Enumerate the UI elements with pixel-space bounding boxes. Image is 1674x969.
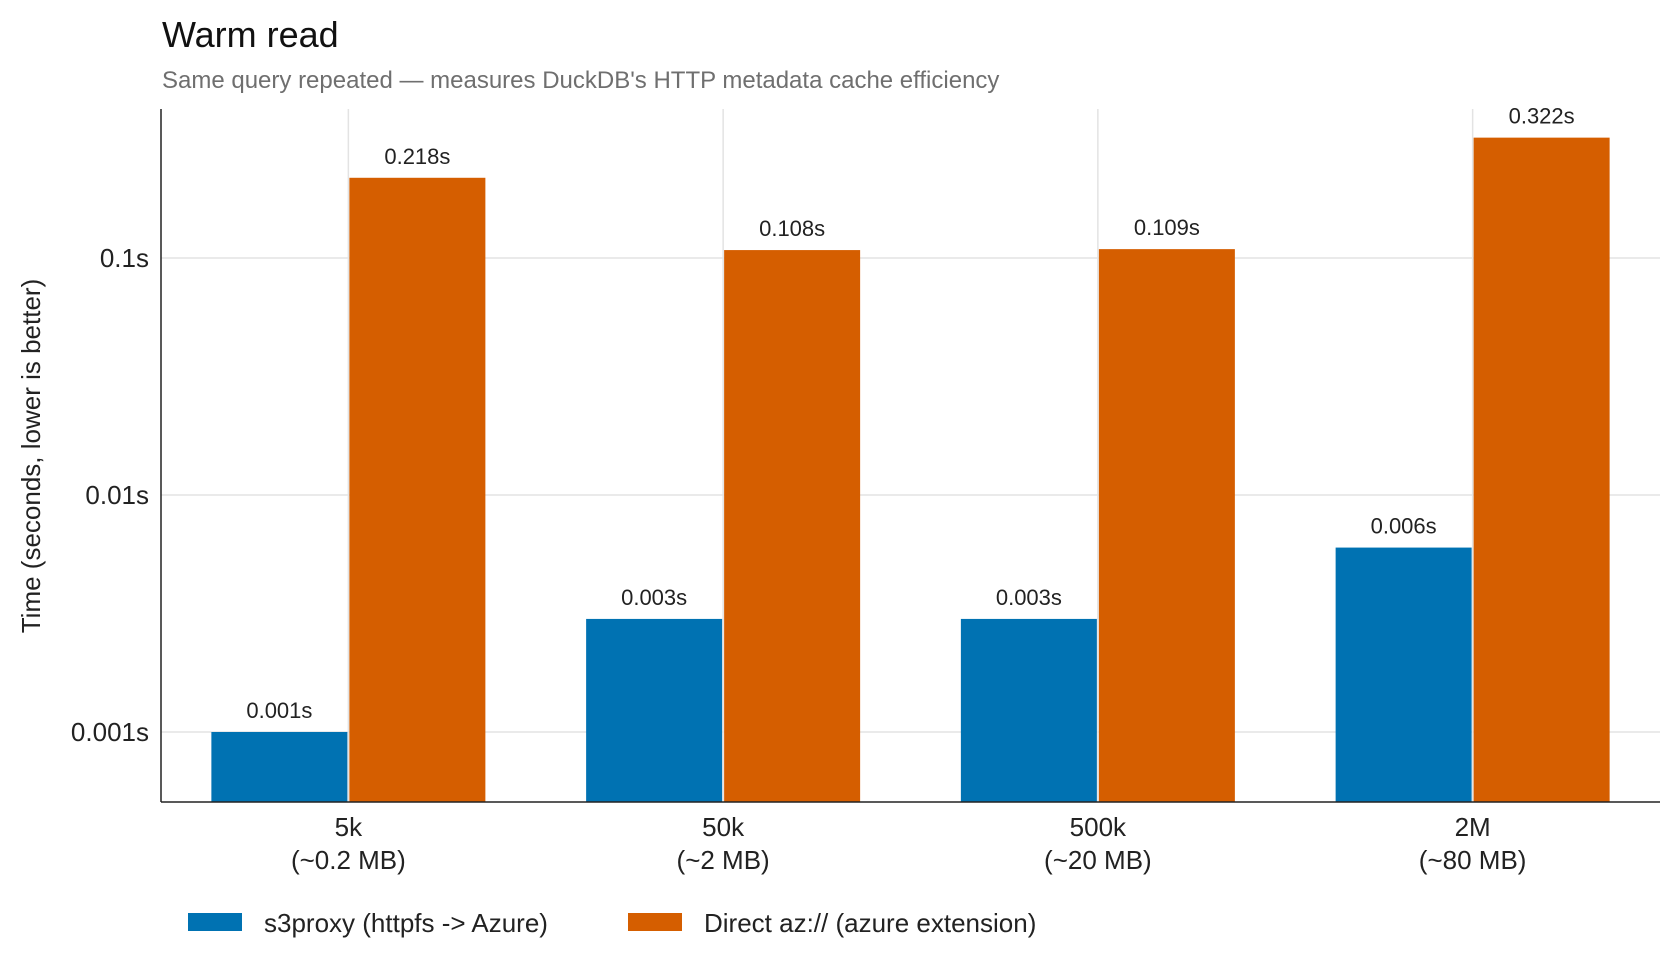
x-tick-label: 2M: [1455, 812, 1491, 842]
data-label: 0.003s: [621, 585, 687, 610]
x-tick-label: 5k: [335, 812, 363, 842]
x-tick-sublabel: (~80 MB): [1419, 845, 1527, 875]
y-tick-labels: 0.001s 0.01s 0.1s: [71, 243, 149, 747]
data-label: 0.006s: [1371, 514, 1437, 539]
legend-label: Direct az:// (azure extension): [704, 908, 1036, 938]
x-tick-sublabel: (~2 MB): [677, 845, 770, 875]
legend-swatch: [628, 913, 682, 931]
legend-label: s3proxy (httpfs -> Azure): [264, 908, 548, 938]
bar-s3proxy-0: [211, 732, 348, 802]
x-tick-sublabel: (~0.2 MB): [291, 845, 406, 875]
y-tick-label: 0.1s: [100, 243, 149, 273]
bar-direct-az-2: [1098, 249, 1235, 803]
axes: [160, 109, 1660, 803]
data-label: 0.109s: [1134, 215, 1200, 240]
x-tick-label: 50k: [702, 812, 745, 842]
chart-title: Warm read: [162, 14, 339, 55]
bar-s3proxy-1: [586, 618, 723, 802]
data-label: 0.218s: [384, 144, 450, 169]
data-label: 0.003s: [996, 585, 1062, 610]
x-tick-label: 500k: [1070, 812, 1127, 842]
y-tick-label: 0.01s: [85, 480, 149, 510]
data-label: 0.108s: [759, 216, 825, 241]
bar-direct-az-0: [349, 177, 486, 802]
legend: s3proxy (httpfs -> Azure) Direct az:// (a…: [188, 908, 1036, 938]
x-tick-sublabel: (~20 MB): [1044, 845, 1152, 875]
bars: [211, 137, 1610, 803]
legend-swatch: [188, 913, 242, 931]
data-labels: 0.001s 0.218s 0.003s 0.108s 0.003s 0.109s 0.00…: [246, 104, 1574, 723]
y-axis-label: Time (seconds, lower is better): [16, 279, 46, 633]
chart-subtitle: Same query repeated — measures DuckDB's …: [162, 67, 999, 94]
bar-direct-az-3: [1473, 137, 1610, 802]
bar-direct-az-1: [724, 250, 861, 803]
y-tick-label: 0.001s: [71, 717, 149, 747]
data-label: 0.001s: [246, 698, 312, 723]
bar-s3proxy-3: [1335, 547, 1472, 802]
x-tick-labels: 5k(~0.2 MB) 50k(~2 MB) 500k(~20 MB) 2M(~80 …: [291, 812, 1527, 875]
bar-s3proxy-2: [960, 618, 1097, 802]
data-label: 0.322s: [1509, 104, 1575, 129]
